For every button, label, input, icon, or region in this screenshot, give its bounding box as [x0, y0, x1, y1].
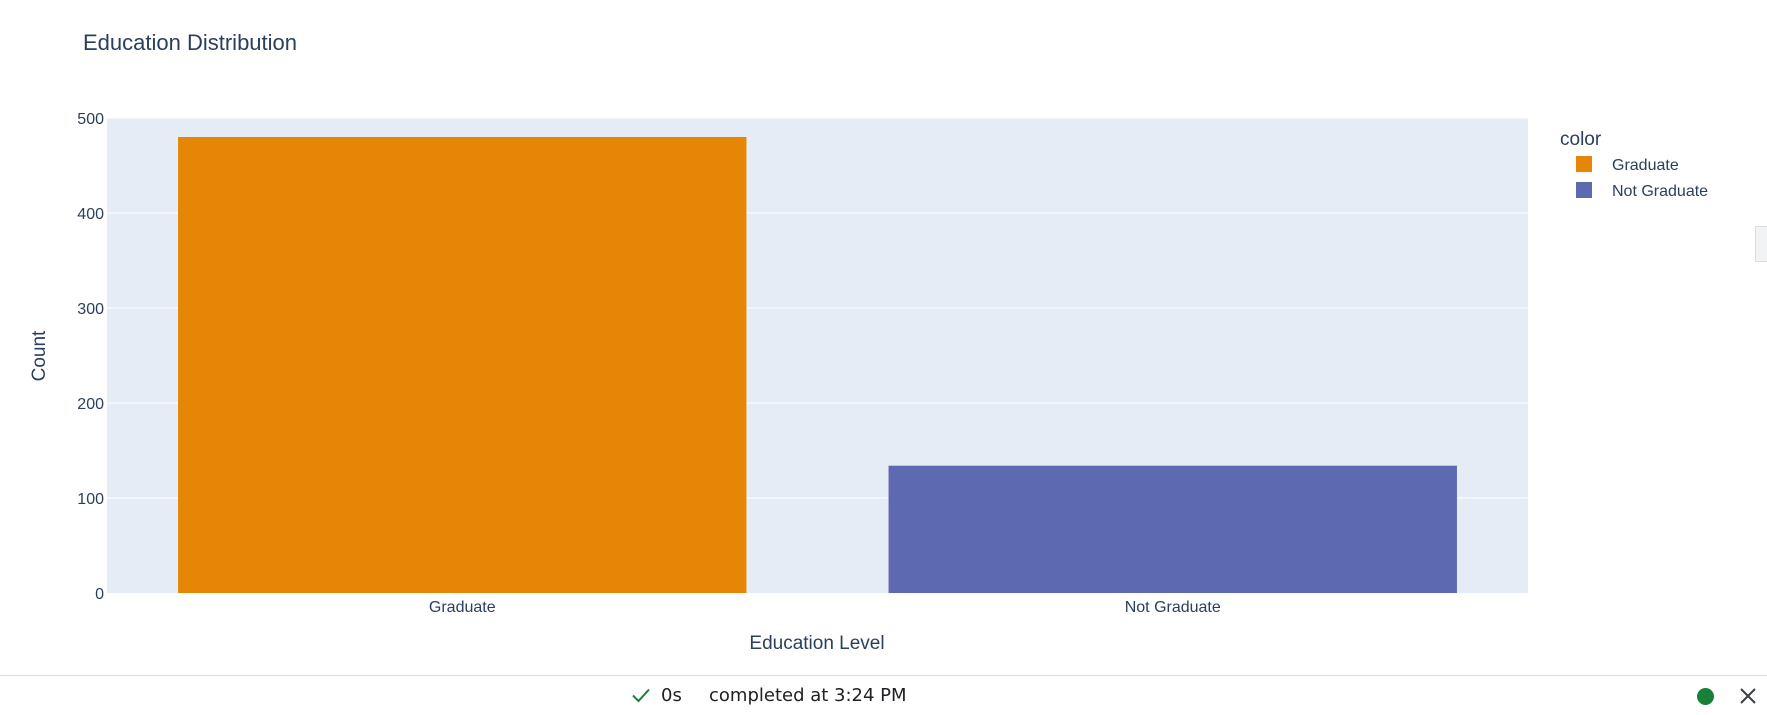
- completion-status-text: completed at 3:24 PM: [709, 685, 907, 706]
- y-tick-label: 0: [95, 586, 104, 603]
- x-tick-label: Not Graduate: [1125, 599, 1221, 616]
- y-axis-title: Count: [29, 330, 50, 381]
- legend-label-not-graduate: Not Graduate: [1612, 183, 1708, 200]
- y-tick-label: 200: [77, 396, 104, 413]
- legend-swatch-graduate: [1576, 156, 1592, 172]
- education-chart: Education Distribution 0100200300400500 …: [29, 30, 1708, 654]
- close-icon[interactable]: [1737, 685, 1759, 707]
- y-tick-label: 300: [77, 301, 104, 318]
- bar-not-graduate[interactable]: [888, 465, 1457, 593]
- y-tick-label: 500: [77, 111, 104, 128]
- y-tick-label: 100: [77, 491, 104, 508]
- legend: color Graduate Not Graduate: [1560, 129, 1708, 200]
- legend-label-graduate: Graduate: [1612, 157, 1679, 174]
- x-axis-ticks: Graduate Not Graduate: [429, 599, 1221, 616]
- status-indicator-dot: [1697, 688, 1714, 705]
- bar-graduate[interactable]: [178, 137, 747, 593]
- checkmark-icon: [632, 688, 650, 703]
- chart-title: Education Distribution: [83, 30, 297, 55]
- execution-duration: 0s: [661, 685, 682, 706]
- side-panel-handle[interactable]: [1755, 226, 1767, 262]
- y-tick-label: 400: [77, 206, 104, 223]
- status-bar: 0s completed at 3:24 PM: [0, 675, 1767, 715]
- bars: [178, 137, 1457, 593]
- legend-swatch-not-graduate: [1576, 182, 1592, 198]
- x-axis-title: Education Level: [749, 633, 884, 654]
- legend-title: color: [1560, 129, 1602, 150]
- y-axis-ticks: 0 100 200 300 400 500: [77, 111, 104, 603]
- x-tick-label: Graduate: [429, 599, 496, 616]
